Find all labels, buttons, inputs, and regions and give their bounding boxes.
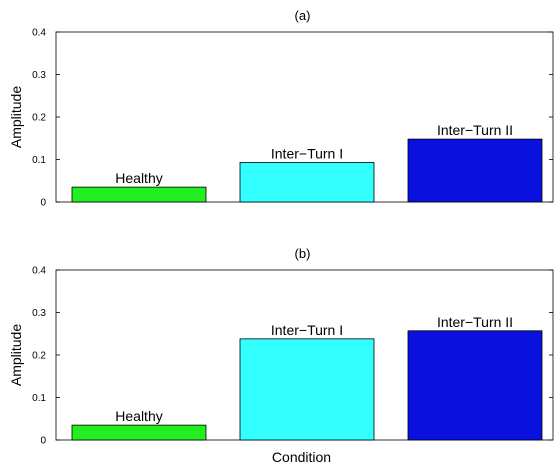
bar-label: Inter−Turn II	[437, 314, 513, 330]
y-tick-label: 0.2	[32, 113, 46, 124]
bar-label: Inter−Turn I	[271, 322, 343, 338]
y-tick-label: 0.4	[32, 28, 46, 39]
bar-label: Healthy	[115, 408, 162, 424]
bar-2	[239, 338, 375, 441]
panel-title: (b)	[295, 246, 311, 261]
y-tick-label: 0.3	[32, 308, 46, 319]
y-tick-label: 0.1	[32, 393, 46, 404]
y-tick-label: 0	[40, 198, 46, 209]
panel-title: (a)	[295, 8, 311, 23]
x-axis-label: Condition	[272, 449, 331, 465]
y-axis-label: Amplitude	[8, 86, 24, 148]
y-tick-label: 0.3	[32, 70, 46, 81]
bar-label: Inter−Turn II	[437, 122, 513, 138]
y-tick-label: 0	[40, 436, 46, 447]
y-axis-label: Amplitude	[8, 324, 24, 386]
bar-label: Inter−Turn I	[271, 145, 343, 161]
bar-label: Healthy	[115, 170, 162, 186]
bar-1	[71, 424, 207, 441]
bar-3	[407, 138, 543, 203]
bar-1	[71, 186, 207, 203]
bar-2	[239, 162, 375, 203]
y-tick-label: 0.2	[32, 351, 46, 362]
y-tick-label: 0.4	[32, 266, 46, 277]
y-tick-label: 0.1	[32, 155, 46, 166]
bar-3	[407, 330, 543, 441]
